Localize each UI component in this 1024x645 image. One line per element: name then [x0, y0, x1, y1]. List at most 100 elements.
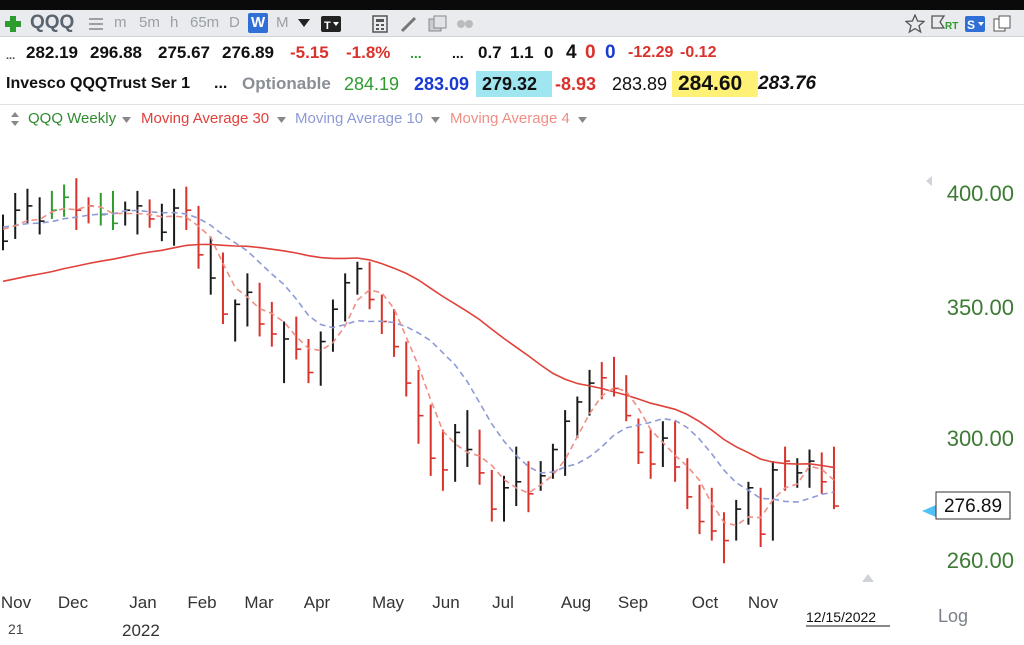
price-p3: 279.32 [476, 71, 552, 97]
ohlc-bar [380, 294, 387, 334]
x-tick-label: May [372, 593, 405, 612]
ohlc-bar [832, 446, 839, 510]
settings-icon[interactable] [455, 15, 475, 33]
ma4-line [2, 205, 835, 527]
stat-v4: 4 [566, 42, 577, 63]
ohlc-bar [197, 205, 204, 269]
low-value: 275.67 [158, 43, 210, 62]
security-name: Invesco QQQTrust Ser 1 [6, 75, 191, 92]
ohlc-bar [784, 446, 791, 491]
ohlc-bar [625, 375, 632, 422]
price-p1: 284.19 [344, 74, 400, 94]
scroll-up-icon[interactable] [862, 574, 874, 582]
legend-ma30[interactable]: Moving Average 30 [141, 110, 270, 127]
svg-text:T: T [324, 20, 331, 32]
legend-ma10[interactable]: Moving Average 10 [295, 110, 424, 127]
rt-label: RT [945, 21, 958, 32]
legend-ma4[interactable]: Moving Average 4 [450, 110, 570, 127]
ohlc-bar [661, 421, 668, 467]
ohlc-bar [344, 273, 351, 322]
pencil-icon[interactable] [400, 15, 418, 33]
ohlc-bar [503, 475, 510, 522]
chevron-down-icon[interactable] [578, 117, 587, 123]
year-label-2022: 2022 [122, 621, 160, 640]
ohlc-bar [405, 341, 412, 397]
legend-qqq-weekly[interactable]: QQQ Weekly [28, 110, 117, 127]
price-label-box [935, 491, 1011, 520]
interval-5m[interactable]: 5m [139, 14, 160, 31]
ohlc-bar [38, 197, 45, 235]
ohlc-bar [148, 199, 155, 228]
star-icon[interactable] [905, 14, 925, 34]
ohlc-bar [270, 301, 277, 347]
x-tick-label: Feb [187, 593, 216, 612]
ohlc-bar [185, 186, 192, 230]
interval-h[interactable]: h [170, 14, 179, 31]
dropdown-icon[interactable] [298, 19, 310, 29]
ohlc-bar [820, 452, 827, 494]
add-icon[interactable] [4, 15, 22, 33]
text-tool-icon[interactable]: T [320, 15, 342, 33]
ohlc-bar [209, 236, 216, 295]
close-value: 276.89 [222, 43, 274, 62]
layout-icon[interactable] [428, 15, 448, 33]
row2-dots: ... [214, 75, 228, 92]
ohlc-bar [417, 369, 424, 444]
ohlc-bar [99, 193, 106, 226]
row1-prefix: ... [6, 50, 16, 62]
y-tick-label: 300.00 [947, 426, 1014, 451]
interval-w[interactable]: W [248, 13, 269, 33]
ohlc-bar [234, 299, 241, 342]
ohlc-bar [14, 193, 21, 239]
ohlc-bar [649, 429, 656, 479]
ohlc-bar [722, 512, 729, 564]
chevron-down-icon[interactable] [431, 117, 440, 123]
ohlc-bar [490, 469, 497, 522]
ohlc-bar [747, 481, 754, 525]
ohlc-bar [356, 261, 363, 295]
quote-row-2: Invesco QQQTrust Ser 1 ... Optionable 28… [0, 71, 1024, 97]
high-value: 296.88 [90, 43, 142, 62]
interval-65m[interactable]: 65m [190, 14, 220, 31]
price-p6: 284.60 [672, 71, 758, 97]
x-tick-label: Jan [129, 593, 156, 612]
ohlc-bar [2, 214, 8, 251]
row1-dots-2: ... [452, 45, 464, 61]
y-tick-label: 400.00 [947, 181, 1014, 206]
list-icon[interactable] [88, 16, 104, 32]
interval-d[interactable]: D [229, 14, 240, 31]
optionable-label: Optionable [242, 74, 331, 93]
ohlc-bar [637, 418, 644, 465]
row1-dots-1: ... [410, 45, 422, 61]
ohlc-bar [454, 424, 461, 482]
copy-icon[interactable] [992, 14, 1014, 34]
interval-m[interactable]: m [114, 14, 127, 31]
s-badge-icon[interactable]: S [964, 14, 988, 34]
flag-rt-icon[interactable]: RT [930, 14, 962, 34]
price-p5: 283.89 [612, 74, 668, 94]
x-tick-label: Aug [561, 593, 591, 612]
chevron-down-icon[interactable] [277, 117, 286, 123]
open-value: 282.19 [26, 43, 78, 62]
x-tick-label: Nov [1, 593, 32, 612]
quote-row-1: ... 282.19 296.88 275.67 276.89 -5.15 -1… [0, 40, 1024, 66]
ohlc-bar [796, 458, 803, 488]
ohlc-bar [429, 404, 436, 476]
current-price-label: 276.89 [944, 496, 1002, 517]
stat-v7: -12.29 [628, 44, 674, 61]
interval-month[interactable]: M [276, 14, 289, 31]
symbol-input[interactable]: QQQ [30, 12, 75, 33]
calculator-icon[interactable] [372, 15, 390, 33]
ohlc-bar [771, 461, 778, 541]
ohlc-bar [527, 461, 534, 513]
ohlc-bar [246, 273, 253, 327]
chevron-down-icon[interactable] [122, 117, 131, 123]
s-label: S [967, 18, 975, 32]
ma30-line [2, 243, 835, 469]
collapse-arrow-icon[interactable] [926, 176, 932, 186]
log-scale-toggle[interactable]: Log [938, 606, 968, 626]
ohlc-bar [26, 188, 33, 224]
updown-arrows-icon[interactable] [11, 112, 19, 126]
ma10-line [2, 209, 835, 503]
